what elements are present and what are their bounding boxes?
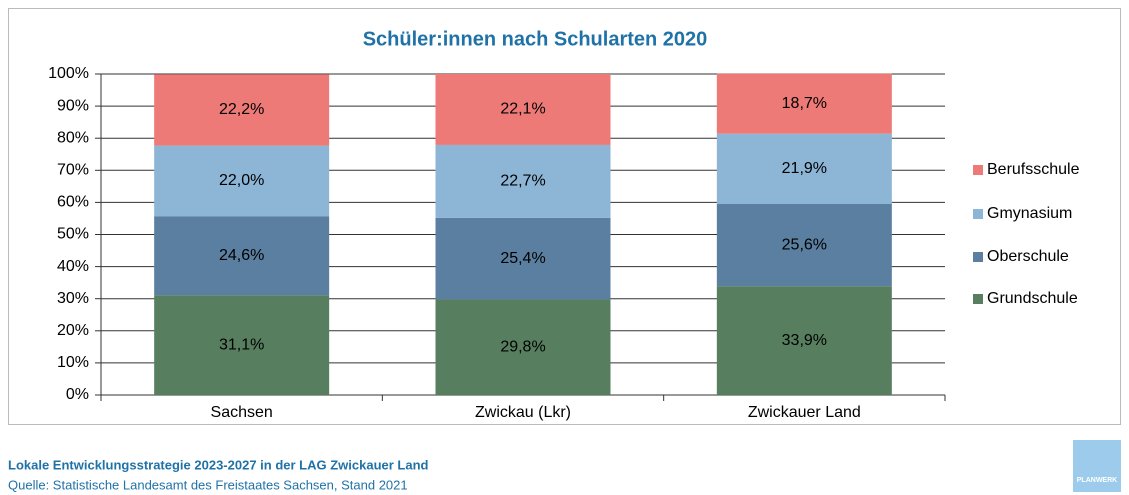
y-tick-label: 60% <box>57 194 89 211</box>
data-label: 22,1% <box>500 101 545 118</box>
y-tick-label: 10% <box>57 354 89 371</box>
bar-segment <box>435 74 611 145</box>
logo <box>1073 440 1121 492</box>
legend-label: Oberschule <box>987 248 1069 265</box>
bar-segment <box>716 204 892 287</box>
data-label: 22,0% <box>219 172 264 189</box>
data-label: 24,6% <box>219 247 264 264</box>
data-label: 22,2% <box>219 101 264 118</box>
data-label: 21,9% <box>782 160 827 177</box>
data-label: 18,7% <box>782 95 827 112</box>
legend-label: Berufsschule <box>987 161 1080 178</box>
bar-segment <box>435 217 611 300</box>
data-label: 25,4% <box>500 250 545 267</box>
x-tick-label: Zwickau (Lkr) <box>475 404 571 421</box>
y-tick-label: 80% <box>57 129 89 146</box>
y-tick-label: 50% <box>57 226 89 243</box>
legend-swatch <box>973 294 983 304</box>
y-tick-label: 70% <box>57 162 89 179</box>
y-tick-label: 40% <box>57 258 89 275</box>
bar-segment <box>435 299 611 395</box>
x-tick-label: Sachsen <box>211 404 273 421</box>
legend-label: Grundschule <box>987 290 1078 307</box>
footer-source: Quelle: Statistische Landesamt des Freis… <box>8 477 408 492</box>
data-label: 22,7% <box>500 173 545 190</box>
y-tick-label: 0% <box>66 386 89 403</box>
y-tick-label: 90% <box>57 97 89 114</box>
bar-segment <box>716 133 892 205</box>
bar-segment <box>435 144 611 218</box>
legend-swatch <box>973 165 983 175</box>
x-tick-label: Zwickauer Land <box>748 404 861 421</box>
bar-segment <box>154 145 330 217</box>
y-tick-label: 100% <box>48 65 89 82</box>
bar-segment <box>154 74 330 146</box>
bar-segment <box>154 216 330 296</box>
bar-segment <box>154 295 330 395</box>
chart-title: Schüler:innen nach Schularten 2020 <box>363 28 708 50</box>
data-label: 25,6% <box>782 236 827 253</box>
footer-title: Lokale Entwicklungsstrategie 2023-2027 i… <box>8 457 429 472</box>
legend-label: Gmynasium <box>987 205 1072 222</box>
data-label: 29,8% <box>500 338 545 355</box>
bar-segment <box>716 286 892 395</box>
y-tick-label: 30% <box>57 290 89 307</box>
legend-swatch <box>973 252 983 262</box>
data-label: 33,9% <box>782 332 827 349</box>
bar-segment <box>716 73 892 134</box>
legend-swatch <box>973 209 983 219</box>
y-tick-label: 20% <box>57 322 89 339</box>
data-label: 31,1% <box>219 336 264 353</box>
logo-text: PLANWERK <box>1077 477 1117 484</box>
